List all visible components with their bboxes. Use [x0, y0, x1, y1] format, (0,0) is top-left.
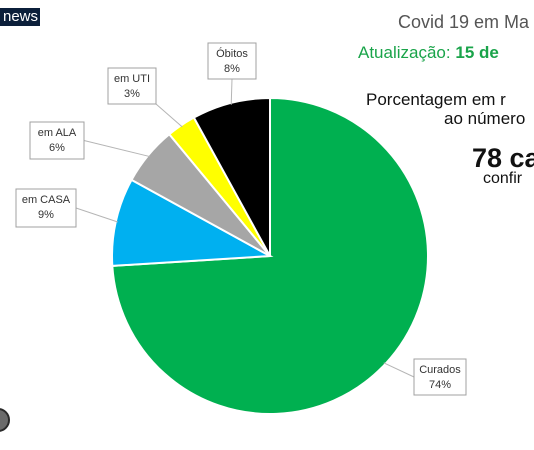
pie-slice-obitos: [192, 96, 271, 257]
callout-value-em-uti: 3%: [124, 88, 140, 100]
callout-value-em-casa: 9%: [38, 209, 54, 221]
chart-description: Porcentagem em r ao número: [366, 90, 534, 128]
callout-category-em-uti: em UTI: [114, 73, 150, 85]
leader-line-curados: [383, 362, 415, 378]
callout-box-curados: [413, 358, 467, 396]
callout-category-curados: Curados: [419, 364, 461, 376]
pie-callouts: Curados 74% em CASA 9% em ALA 6% em UTI 3% Óbito…: [15, 42, 467, 396]
brand-logo: news: [0, 8, 40, 26]
pie-slices: [111, 96, 429, 415]
callout-value-obitos: 8%: [224, 63, 240, 75]
callout-box-em-ala: [29, 121, 85, 160]
callout-category-em-ala: em ALA: [38, 127, 77, 139]
callout-box-em-uti: [107, 67, 157, 105]
leader-line-em-casa: [75, 207, 118, 223]
update-date: 15 de: [455, 43, 499, 62]
description-line-1: Porcentagem em r: [366, 90, 506, 109]
update-label: Atualização:: [358, 43, 451, 62]
callout-box-obitos: [207, 42, 257, 80]
pie-leader-lines: [75, 78, 415, 378]
callout-value-curados: 74%: [429, 379, 451, 391]
callout-value-em-ala: 6%: [49, 142, 65, 154]
callout-category-obitos: Óbitos: [216, 47, 248, 60]
leader-line-em-uti: [155, 103, 183, 128]
update-line: Atualização: 15 de: [358, 43, 499, 63]
confirmed-label: confir: [483, 170, 523, 187]
leader-line-em-ala: [83, 140, 150, 158]
callout-box-em-casa: [15, 188, 77, 228]
leader-line-obitos: [230, 78, 233, 105]
description-line-2: ao número: [444, 109, 526, 128]
cases-count: 78 ca: [472, 143, 534, 173]
callout-category-em-casa: em CASA: [22, 194, 71, 206]
chart-title: Covid 19 em Ma: [398, 12, 530, 32]
